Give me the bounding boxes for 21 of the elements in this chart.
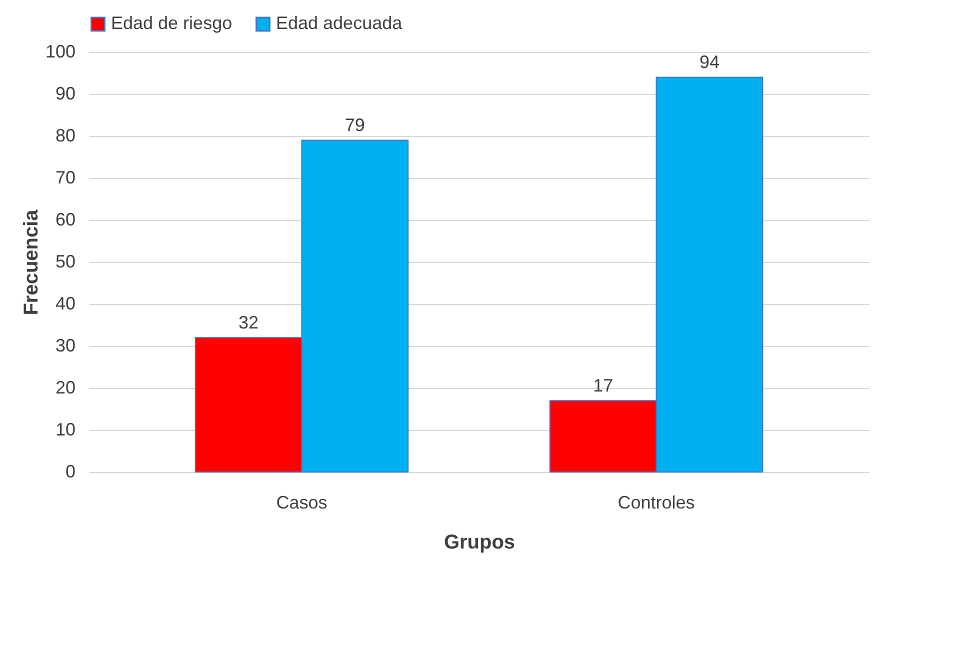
y-tick-label: 90	[55, 84, 76, 104]
y-tick-label: 100	[45, 42, 76, 62]
x-axis-title: Grupos	[444, 532, 516, 554]
data-label: 94	[699, 52, 720, 72]
y-tick-label: 10	[55, 420, 76, 440]
legend-label: Edad de riesgo	[111, 13, 232, 34]
y-tick-label: 30	[55, 336, 76, 356]
y-tick-label: 70	[55, 168, 76, 188]
y-tick-label: 80	[55, 126, 76, 146]
data-label: 79	[344, 115, 365, 136]
x-tick-label: Controles	[618, 492, 695, 512]
y-tick-label: 60	[55, 210, 76, 230]
data-label: 32	[238, 312, 259, 333]
y-tick-label: 40	[55, 294, 76, 314]
legend-label: Edad adecuada	[276, 13, 404, 34]
y-axis-title: Frecuencia	[20, 208, 42, 316]
y-tick-label: 50	[55, 252, 76, 272]
y-tick-label: 0	[65, 462, 76, 482]
x-tick-label: Casos	[276, 492, 328, 512]
data-label: 17	[593, 376, 614, 396]
y-tick-label: 20	[55, 378, 76, 398]
